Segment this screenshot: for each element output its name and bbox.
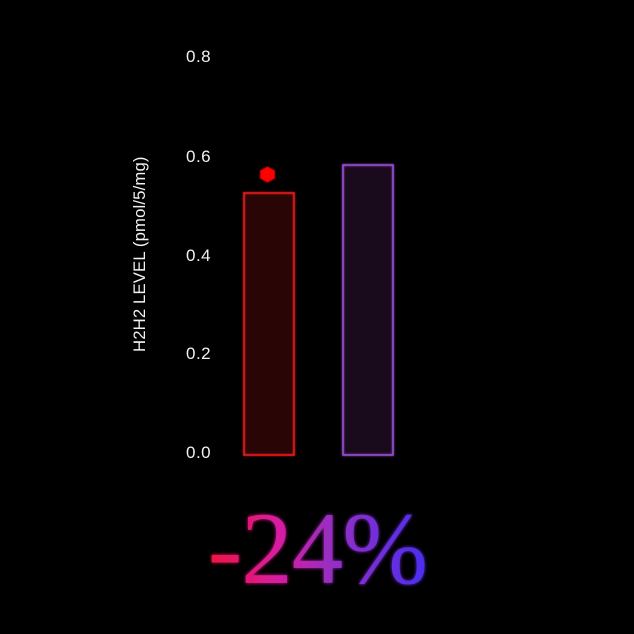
svg-text:-24%: -24%	[208, 495, 427, 605]
